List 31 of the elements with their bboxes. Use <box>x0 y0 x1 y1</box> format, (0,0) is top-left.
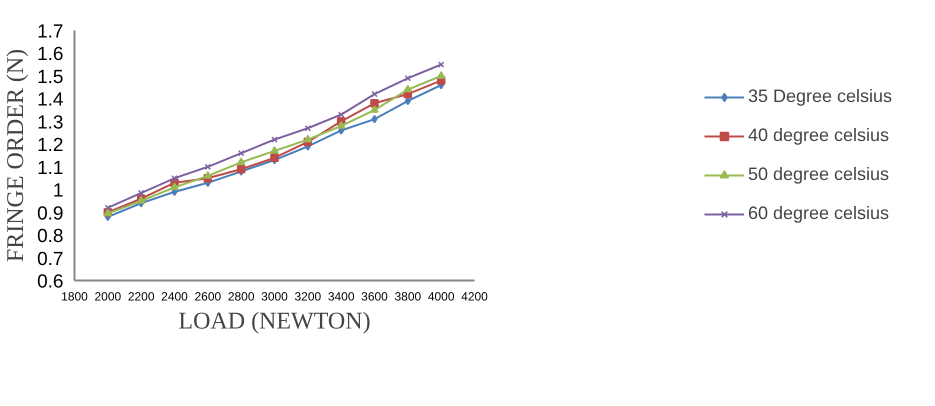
y-tick-label: 1.6 <box>37 44 64 66</box>
y-tick-label: 1.1 <box>37 158 64 179</box>
x-tick-label: 2800 <box>228 290 255 304</box>
x-tick-label: 2400 <box>161 290 188 304</box>
x-tick-label: 3200 <box>294 290 322 304</box>
x-tick-label: 4200 <box>461 290 488 304</box>
x-tick-label: 4000 <box>428 290 455 304</box>
x-tick-label: 3000 <box>261 290 288 304</box>
y-tick-label: 0.6 <box>37 272 64 292</box>
x-tick-label: 3800 <box>394 290 422 304</box>
y-tick-label: 0.9 <box>37 203 64 224</box>
legend-label: 50 degree celsius <box>748 164 890 185</box>
legend-label: 40 degree celsius <box>748 125 890 146</box>
x-tick-label: 3600 <box>361 290 388 304</box>
y-tick-label: 1.3 <box>37 112 64 134</box>
y-tick-label: 1 <box>52 180 64 202</box>
y-tick-label: 0.7 <box>37 248 64 270</box>
x-axis-title: LOAD (NEWTON) <box>178 308 371 334</box>
x-tick-label: 2000 <box>94 290 122 304</box>
y-tick-label: 1.7 <box>37 22 64 42</box>
y-tick-label: 1.2 <box>37 135 64 156</box>
y-tick-label: 1.4 <box>37 90 64 111</box>
legend-label: 60 degree celsius <box>748 203 890 224</box>
x-tick-label: 2200 <box>128 290 155 304</box>
y-tick-label: 1.5 <box>37 66 64 88</box>
y-tick-label: 0.8 <box>37 226 64 248</box>
x-tick-label: 2600 <box>194 290 222 304</box>
y-axis-title: FRINGE ORDER (N) <box>3 48 30 262</box>
legend-label: 35 Degree celsius <box>748 86 892 107</box>
x-tick-label: 1800 <box>61 290 88 304</box>
x-tick-label: 3400 <box>328 290 355 304</box>
